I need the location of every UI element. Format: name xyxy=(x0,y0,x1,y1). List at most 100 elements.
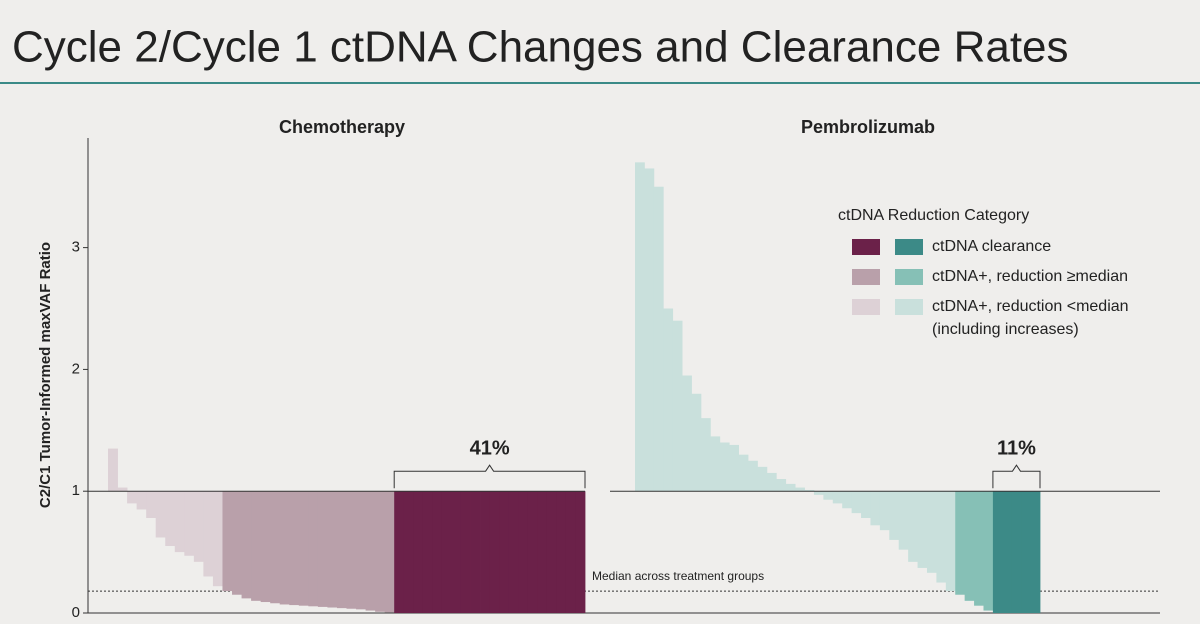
bar xyxy=(251,491,262,601)
bar xyxy=(575,491,586,613)
bar xyxy=(136,491,147,510)
bar xyxy=(212,491,223,587)
bar xyxy=(719,442,730,492)
bar xyxy=(117,487,128,492)
panel-title: Pembrolizumab xyxy=(801,117,935,137)
bar xyxy=(813,491,824,495)
bar xyxy=(832,491,843,504)
bar xyxy=(795,487,805,492)
panel-title: Chemotherapy xyxy=(279,117,405,137)
bar xyxy=(974,491,984,606)
legend-swatch xyxy=(852,299,880,315)
bar xyxy=(757,466,768,492)
legend-label: ctDNA+, reduction ≥median xyxy=(932,268,1128,285)
bracket xyxy=(992,464,1041,489)
bar xyxy=(127,491,138,504)
bar xyxy=(480,491,490,613)
bar xyxy=(908,491,918,562)
bar xyxy=(365,491,376,611)
bar xyxy=(710,436,721,492)
bar xyxy=(1021,491,1031,613)
bar xyxy=(691,393,702,492)
legend-swatch xyxy=(895,239,923,255)
legend-swatch xyxy=(852,269,880,285)
bar xyxy=(241,491,252,599)
bar xyxy=(785,483,796,492)
bar xyxy=(460,491,471,613)
bar xyxy=(851,491,862,514)
bar xyxy=(375,491,386,612)
legend-swatch xyxy=(895,269,923,285)
y-tick-label: 2 xyxy=(72,360,80,377)
bar xyxy=(422,491,433,613)
bar xyxy=(279,491,290,605)
bar xyxy=(394,491,405,613)
bar xyxy=(317,491,328,607)
bar xyxy=(413,491,424,613)
bar xyxy=(508,491,519,613)
slide-title: Cycle 2/Cycle 1 ctDNA Changes and Cleara… xyxy=(12,23,1069,72)
bar xyxy=(499,491,510,613)
y-tick-label: 3 xyxy=(72,239,80,256)
bar xyxy=(108,448,118,492)
bar xyxy=(663,308,674,492)
bar xyxy=(842,491,853,509)
legend-label: (including increases) xyxy=(932,321,1079,338)
y-axis-label: C2/C1 Tumor-Informed maxVAF Ratio xyxy=(37,242,54,508)
legend-label: ctDNA clearance xyxy=(932,238,1051,255)
median-label: Median across treatment groups xyxy=(592,569,764,583)
bar xyxy=(748,460,758,492)
bar xyxy=(861,491,871,518)
bar xyxy=(898,491,909,550)
bar xyxy=(926,491,937,573)
clearance-rate: 11% xyxy=(997,437,1036,459)
legend-swatch xyxy=(895,299,923,315)
bar xyxy=(289,491,300,606)
bar xyxy=(489,491,500,613)
clearance-rate: 41% xyxy=(470,437,510,459)
bar xyxy=(556,491,567,613)
bar xyxy=(823,491,834,500)
bar xyxy=(682,375,692,492)
bracket xyxy=(393,464,586,489)
bar xyxy=(879,491,890,531)
bar xyxy=(565,491,576,613)
y-tick-label: 0 xyxy=(72,604,80,621)
bar xyxy=(308,491,319,607)
bar xyxy=(870,491,881,526)
bar xyxy=(384,491,395,613)
bar xyxy=(441,491,452,613)
bar xyxy=(203,491,214,577)
bar xyxy=(165,491,176,547)
bar xyxy=(336,491,347,609)
bar xyxy=(936,491,947,583)
bar xyxy=(700,418,711,492)
bar xyxy=(955,491,966,595)
bar xyxy=(983,491,994,611)
legend-swatch xyxy=(852,239,880,255)
bar xyxy=(653,186,664,492)
bar xyxy=(470,491,481,613)
bar xyxy=(298,491,309,606)
bar xyxy=(776,479,787,492)
bar xyxy=(917,491,928,568)
bar xyxy=(729,444,740,492)
bar xyxy=(174,491,185,553)
bar xyxy=(155,491,166,538)
bar xyxy=(672,320,683,492)
bar xyxy=(518,491,529,613)
bar xyxy=(527,491,538,613)
bar xyxy=(346,491,357,609)
legend-label: ctDNA+, reduction <median xyxy=(932,298,1129,315)
bar xyxy=(766,472,777,492)
bar xyxy=(1030,491,1041,613)
bar xyxy=(644,168,655,492)
bar xyxy=(1011,491,1022,613)
bar xyxy=(184,491,195,556)
bar xyxy=(432,491,443,613)
y-tick-label: 1 xyxy=(72,482,80,499)
bar xyxy=(270,491,281,604)
bar xyxy=(964,491,975,601)
bar xyxy=(193,491,204,562)
